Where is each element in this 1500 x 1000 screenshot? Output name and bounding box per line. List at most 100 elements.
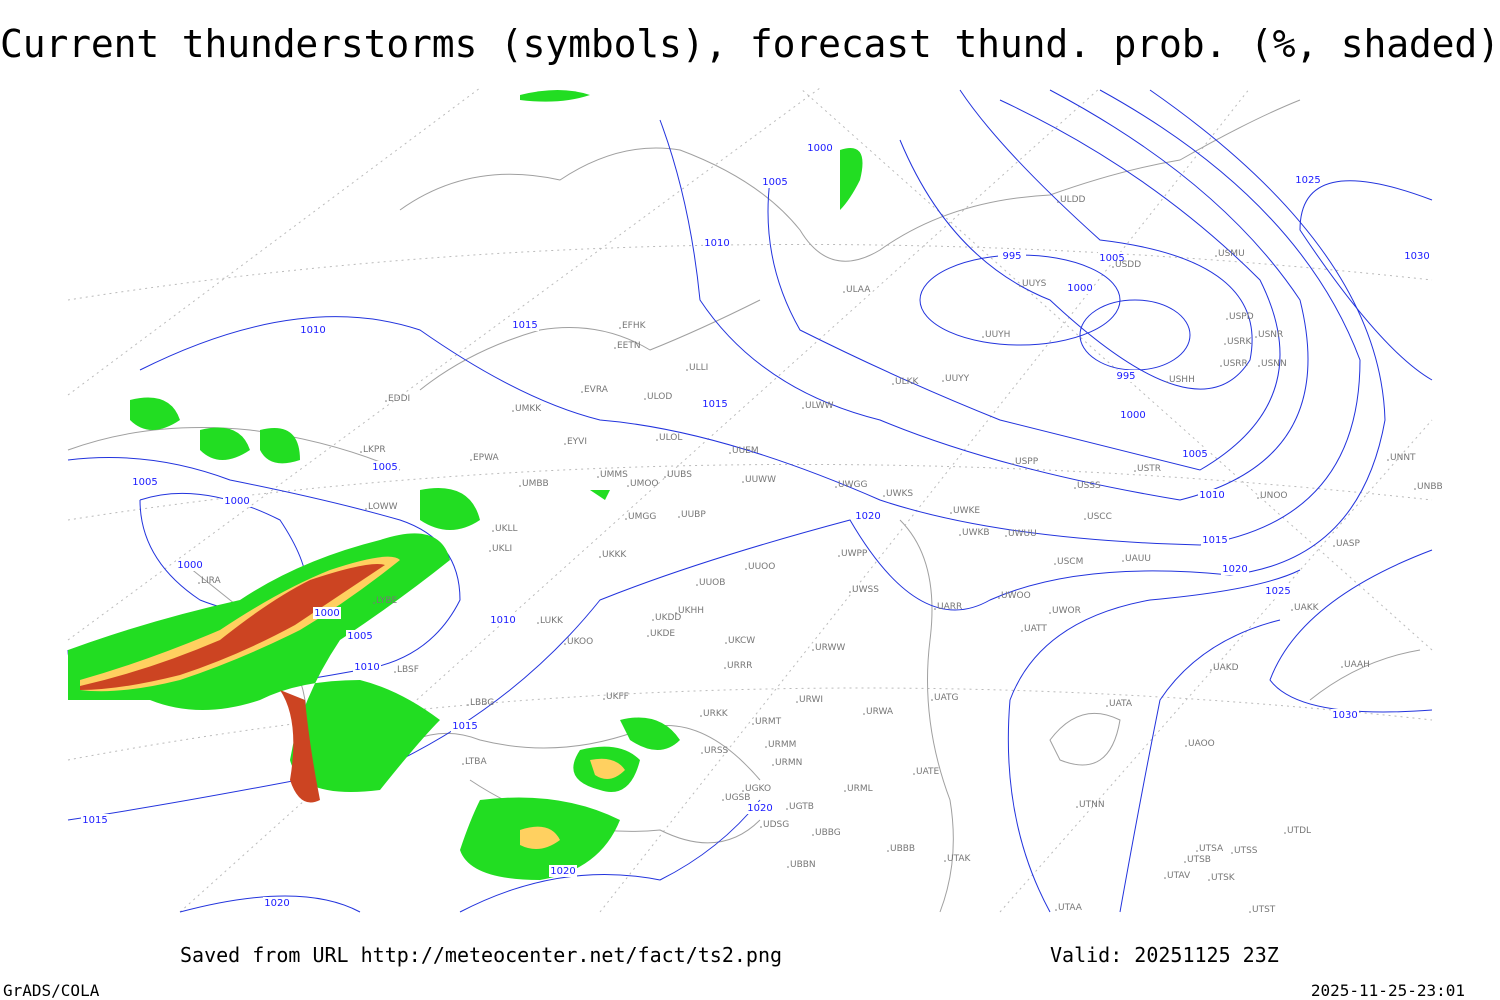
station-marker [1341, 666, 1343, 668]
isobar-label-bg [1221, 563, 1249, 575]
isobar-label-bg [223, 495, 251, 507]
station-marker [787, 866, 789, 868]
station-code: URSS [704, 746, 729, 756]
station-code: UUYS [1022, 279, 1047, 289]
isobar-label: 1010 [300, 325, 325, 336]
station-code: UWGG [838, 480, 867, 490]
station-code: URWI [799, 695, 823, 705]
station-marker [664, 476, 666, 478]
station-marker [745, 568, 747, 570]
station-code: UWPP [841, 549, 868, 559]
isobar-label: 1025 [1265, 586, 1290, 597]
station-marker [700, 715, 702, 717]
station-marker [835, 486, 837, 488]
station-marker [619, 327, 621, 329]
station-code: EYVI [567, 437, 587, 447]
station-code: UTSB [1187, 855, 1211, 865]
isobar-label: 1010 [490, 615, 515, 626]
station-marker [1224, 343, 1226, 345]
station-code: UMBB [522, 479, 549, 489]
station-marker [942, 380, 944, 382]
isobar-label: 1005 [1182, 449, 1207, 460]
station-marker [394, 671, 396, 673]
station-marker [385, 400, 387, 402]
station-marker [812, 649, 814, 651]
station-code: UAAH [1344, 660, 1370, 670]
station-marker [1164, 877, 1166, 879]
station-code: LOWW [368, 502, 398, 512]
station-code: UMGG [628, 512, 656, 522]
station-marker [729, 452, 731, 454]
isobar-label: 1020 [550, 866, 575, 877]
station-code: USCM [1057, 557, 1083, 567]
station-code: UBBB [890, 844, 915, 854]
isobar-label-bg [1066, 282, 1094, 294]
station-code: EVRA [584, 385, 609, 395]
station-marker [564, 443, 566, 445]
station-code: UUEM [732, 446, 759, 456]
isobar-label-bg [1294, 174, 1322, 186]
station-code: UWOR [1052, 606, 1081, 616]
station-marker [647, 635, 649, 637]
isobar-label-bg [1098, 252, 1126, 264]
station-code: USHH [1169, 375, 1195, 385]
station-code: USSS [1077, 481, 1101, 491]
station-marker [742, 790, 744, 792]
isobar-label-bg [806, 142, 834, 154]
source: Saved from URL http://meteocenter.net/fa… [180, 943, 782, 967]
station-marker [1284, 832, 1286, 834]
station-code: UUOO [748, 562, 775, 572]
isobar-label: 1025 [1295, 175, 1320, 186]
station-code: USNR [1258, 330, 1283, 340]
isobar-label: 1000 [1120, 410, 1145, 421]
station-marker [675, 612, 677, 614]
station-marker [1210, 669, 1212, 671]
station-marker [1019, 285, 1021, 287]
software: GrADS/COLA [3, 981, 100, 1000]
isobar-label-bg [263, 897, 291, 909]
station-marker [470, 459, 472, 461]
station-code: UKOO [567, 637, 593, 647]
station-marker [931, 699, 933, 701]
station-code: USMU [1218, 249, 1245, 259]
station-marker [512, 410, 514, 412]
station-code: UKKK [602, 550, 627, 560]
isobar-label: 1015 [512, 320, 537, 331]
isobar-label-bg [1181, 448, 1209, 460]
station-marker [467, 704, 469, 706]
station-marker [537, 622, 539, 624]
station-code: UGTB [789, 802, 814, 812]
station-code: URWW [815, 643, 845, 653]
isobar-label-bg [131, 476, 159, 488]
station-marker [725, 642, 727, 644]
isobar-label-bg [701, 398, 729, 410]
map: 1000 1005 1010 1015 1010 995 1005 1000 995 1000 10… [67, 87, 1443, 915]
station-code: URRR [727, 661, 752, 671]
isobar-label-bg [489, 614, 517, 626]
station-code: UWKE [953, 506, 980, 516]
station-marker [373, 602, 375, 604]
isobar-label: 1015 [452, 721, 477, 732]
station-marker [625, 518, 627, 520]
isobar-label: 1020 [264, 898, 289, 909]
station-marker [849, 591, 851, 593]
station-code: UTAV [1167, 871, 1191, 881]
isobar-label-bg [511, 319, 539, 331]
station-marker [892, 383, 894, 385]
station-code: LBSF [397, 665, 419, 675]
station-code: UNNT [1390, 453, 1416, 463]
station-code: UTST [1252, 905, 1276, 915]
station-marker [982, 336, 984, 338]
station-code: UKDD [655, 613, 681, 623]
station-code: LUKK [540, 616, 564, 626]
station-marker [492, 530, 494, 532]
station-marker [1084, 518, 1086, 520]
station-marker [796, 701, 798, 703]
station-code: UWKS [886, 489, 913, 499]
valid-time: Valid: 20251125 23Z [1050, 943, 1279, 967]
station-marker [752, 723, 754, 725]
station-code: URMN [775, 758, 802, 768]
isobar-label: 1000 [224, 496, 249, 507]
station-marker [1226, 318, 1228, 320]
station-code: USCC [1087, 512, 1112, 522]
